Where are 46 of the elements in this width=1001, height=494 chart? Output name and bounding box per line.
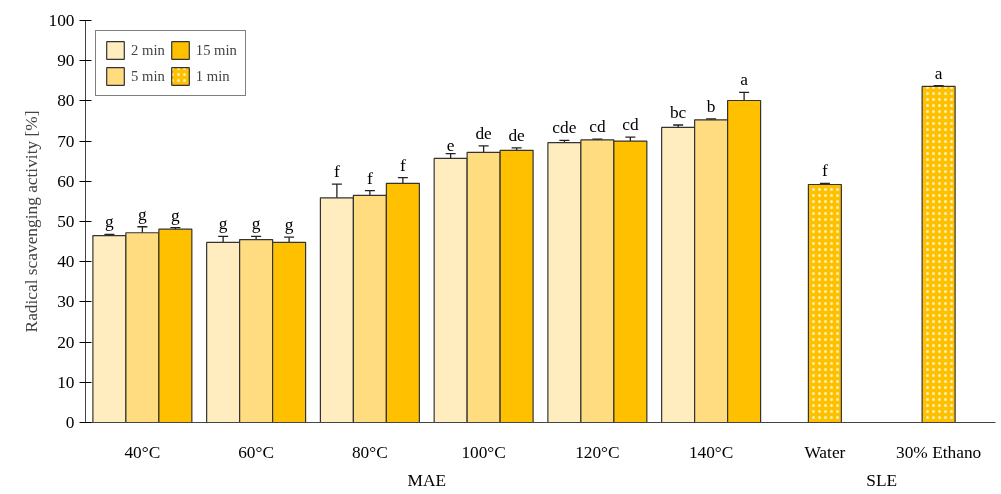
x-tick-label: 140°C — [688, 442, 734, 462]
y-tick-label: 70 — [57, 131, 75, 151]
x-tick-label: 40°C — [124, 442, 161, 462]
text: SLE — [866, 470, 898, 490]
y-tick-label: 90 — [57, 51, 75, 71]
legend-label: 2 min — [131, 41, 165, 59]
data-label: e — [446, 135, 455, 155]
y-tick-label: 10 — [57, 372, 75, 392]
data-label: de — [475, 123, 493, 143]
y-tick-label: 60 — [57, 171, 75, 191]
data-label: g — [251, 214, 261, 234]
x-tick-label: 120°C — [575, 442, 620, 462]
data-label: de — [508, 125, 526, 145]
data-label: g — [218, 214, 228, 234]
legend-label: 1 min — [195, 67, 230, 85]
y-tick-label: 40 — [57, 252, 75, 272]
x-tick-label: 80°C — [351, 442, 388, 462]
x-tick-label: 60°C — [238, 442, 275, 462]
y-tick-label: 100 — [48, 11, 75, 30]
x-tick-label: 100°C — [461, 442, 506, 462]
y-tick-label: 0 — [65, 413, 75, 432]
legend-label: 15 min — [195, 41, 237, 59]
data-label: g — [284, 215, 294, 235]
data-label: f — [399, 155, 406, 175]
data-label: cd — [589, 117, 606, 137]
data-label: bc — [669, 103, 687, 123]
data-label: a — [740, 70, 749, 90]
y-tick-label: 30 — [57, 292, 75, 312]
data-label: f — [821, 161, 828, 181]
data-label: g — [105, 212, 115, 232]
data-label: g — [171, 205, 181, 225]
x-tick-label: Water — [804, 442, 846, 462]
data-label: g — [138, 204, 148, 224]
y-tick-label: 80 — [57, 91, 75, 111]
y-tick-label: 50 — [57, 212, 75, 231]
legend-label: 5 min — [131, 67, 165, 85]
y-axis-title: Radical scavenging activity [%] — [21, 110, 41, 333]
data-label: cde — [552, 118, 577, 138]
data-label: b — [706, 96, 716, 116]
y-tick-label: 20 — [57, 332, 75, 352]
text: MAE — [407, 470, 447, 490]
data-label: f — [366, 168, 373, 188]
data-label: a — [934, 63, 943, 83]
data-label: f — [334, 162, 340, 182]
data-label: cd — [622, 115, 639, 135]
x-tick-label: 30% Ethano — [896, 442, 982, 462]
